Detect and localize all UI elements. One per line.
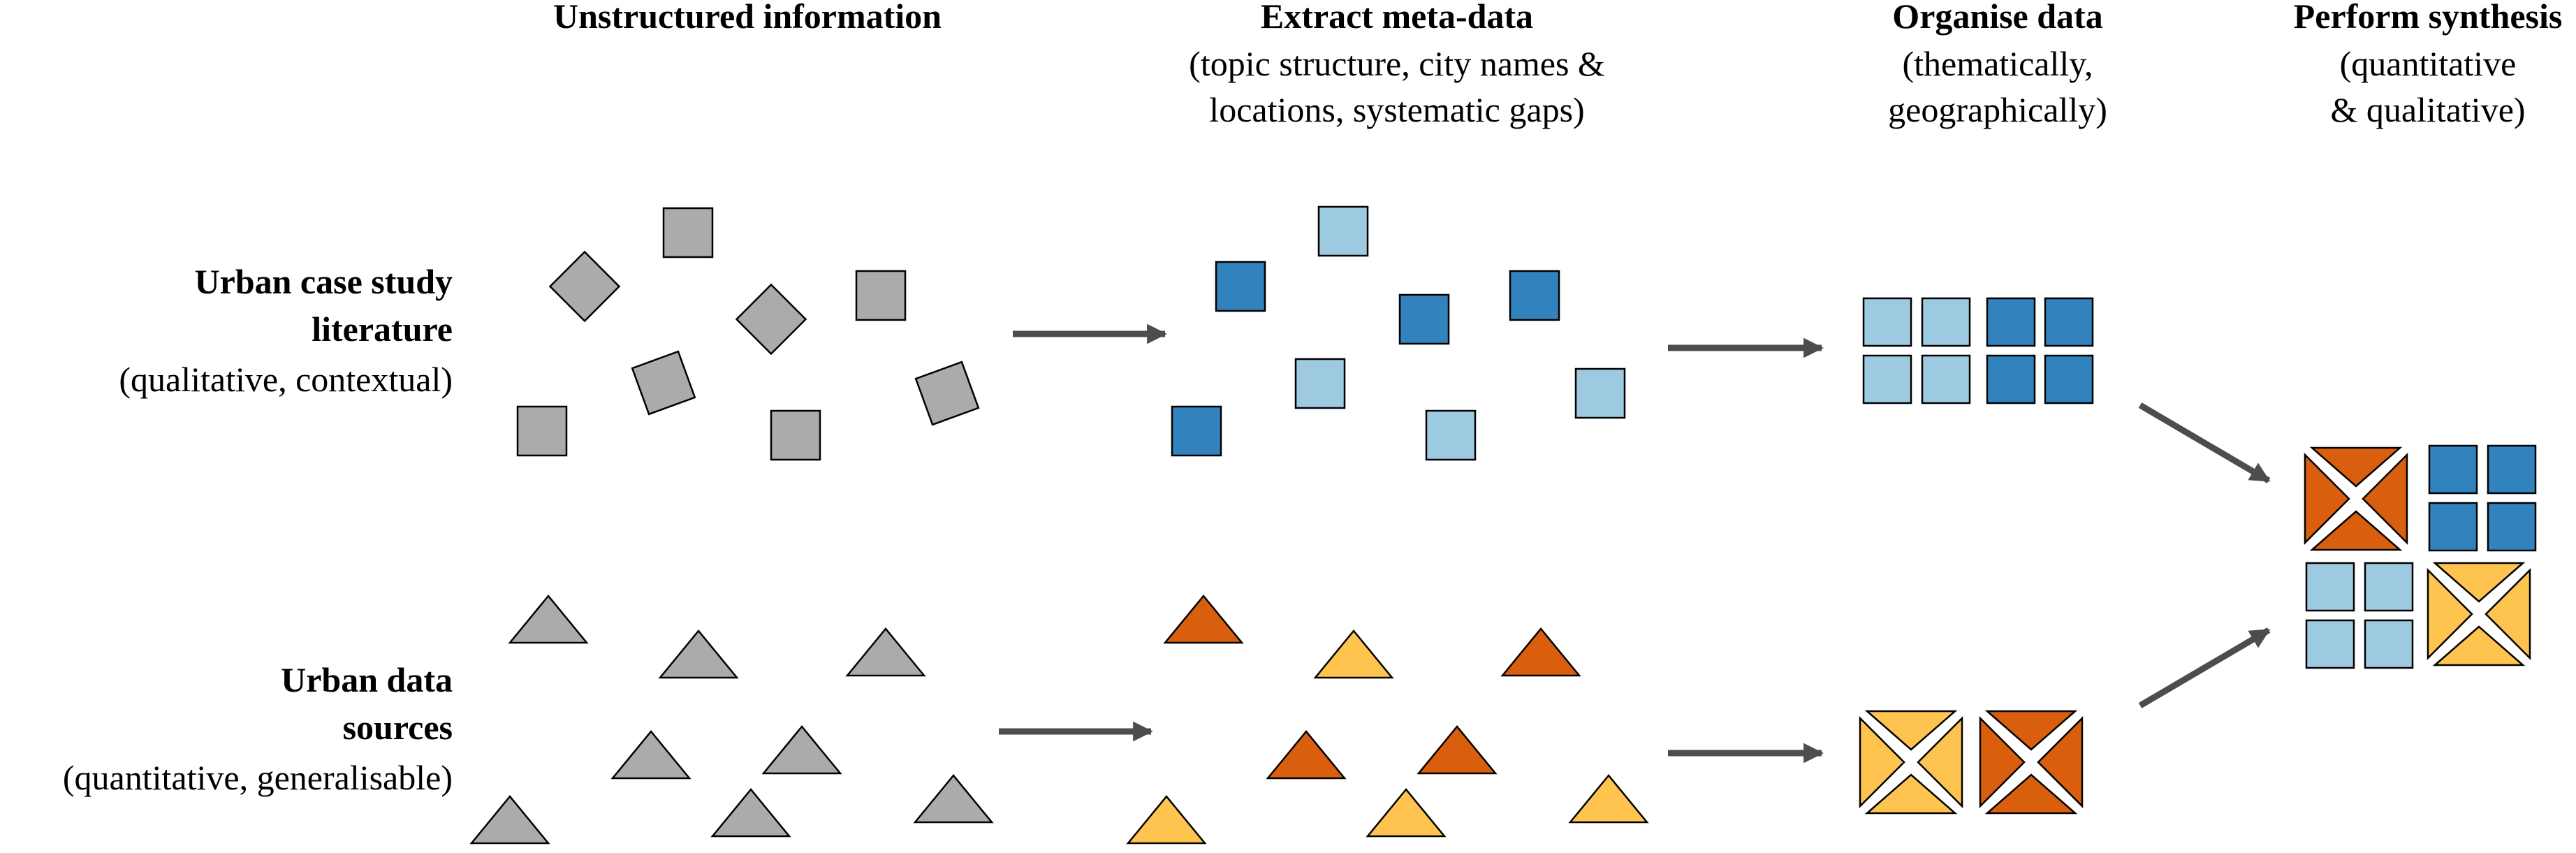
gray-triangle [761, 725, 842, 775]
column-subtitle-line: (thematically, [1902, 44, 2093, 83]
column-title: Organise data [1892, 0, 2102, 36]
dark-orange-triangle [2309, 446, 2403, 488]
row-subtitle: (qualitative, contextual) [119, 360, 453, 399]
column-subtitle-line: & qualitative) [2330, 90, 2525, 129]
dark-blue-square [1171, 405, 1222, 457]
dark-orange-triangle [1266, 730, 1347, 780]
light-orange-triangle [2484, 567, 2531, 661]
column-subtitle-line: (topic structure, city names & [1189, 44, 1605, 83]
row-title-line: sources [343, 708, 453, 747]
column-subtitle-line: geographically) [1888, 90, 2107, 129]
light-blue-square [1921, 297, 1971, 347]
column-title: Unstructured information [553, 0, 942, 36]
dark-orange-triangle [1163, 595, 1244, 644]
column-header-synthesis: Perform synthesis (quantitative & qualit… [2294, 0, 2563, 129]
row-title-line: Urban case study [195, 262, 453, 301]
dark-orange-triangle [2309, 510, 2403, 551]
dark-orange-triangle [1984, 710, 2078, 751]
dark-blue-square [2044, 297, 2094, 347]
light-orange-triangle [2427, 567, 2473, 661]
arrow-up-right-icon [2138, 627, 2271, 708]
gray-square [516, 405, 568, 457]
dark-blue-square [2428, 444, 2478, 495]
column-subtitle-line: (quantitative [2340, 44, 2517, 83]
gray-square [662, 207, 714, 258]
flow-arrows [999, 323, 2271, 764]
light-orange-triangle [1917, 715, 1963, 809]
column-title: Perform synthesis [2294, 0, 2563, 36]
gray-square [914, 360, 980, 426]
gray-triangle [658, 629, 739, 679]
light-blue-square [1862, 297, 1912, 347]
light-orange-triangle [1568, 774, 1649, 824]
dark-orange-triangle [2037, 715, 2084, 809]
dark-blue-square [1986, 297, 2036, 347]
dark-blue-square [1398, 293, 1450, 345]
light-orange-triangle [1366, 788, 1447, 838]
light-blue-square [1317, 205, 1369, 257]
light-blue-square [2305, 562, 2355, 612]
row-label-literature: Urban case study literature (qualitative… [119, 262, 453, 399]
light-orange-triangle [1864, 710, 1958, 751]
gray-square [770, 409, 821, 461]
row-title-line: Urban data [281, 660, 453, 699]
organised-square-grid [1862, 297, 2094, 404]
dark-blue-square [2044, 354, 2094, 404]
dark-orange-triangle [2362, 452, 2408, 546]
row-subtitle: (quantitative, generalisable) [63, 758, 453, 797]
unstructured-triangles [469, 595, 994, 845]
light-orange-triangle [1864, 773, 1958, 815]
dark-orange-triangle [1417, 725, 1498, 775]
dark-orange-triangle [1979, 715, 2026, 809]
organised-triangle-block-light [1859, 710, 1963, 815]
light-orange-triangle [2432, 625, 2526, 666]
column-header-unstructured: Unstructured information [553, 0, 942, 36]
dark-blue-square [1509, 270, 1560, 321]
light-blue-square [1862, 354, 1912, 404]
light-blue-square [2364, 562, 2414, 612]
gray-square [735, 283, 807, 356]
gray-square [631, 350, 696, 416]
light-blue-square [1294, 358, 1346, 409]
light-blue-square [2305, 619, 2355, 669]
light-orange-triangle [1126, 795, 1207, 845]
extracted-triangles [1126, 595, 1649, 845]
dark-blue-square [2487, 444, 2537, 495]
dark-blue-square [2428, 502, 2478, 552]
extracted-squares [1171, 205, 1626, 461]
gray-triangle [610, 730, 691, 780]
gray-triangle [508, 595, 589, 644]
light-orange-triangle [2432, 562, 2526, 603]
unstructured-squares [516, 207, 980, 461]
light-orange-triangle [1313, 629, 1394, 679]
organised-triangle-block-dark [1979, 710, 2084, 815]
column-header-extract: Extract meta-data (topic structure, city… [1189, 0, 1605, 129]
arrow-down-right-icon [2138, 402, 2271, 483]
dark-orange-triangle [1984, 773, 2078, 815]
dark-blue-square [2487, 502, 2537, 552]
gray-square [855, 270, 907, 321]
light-blue-square [1425, 409, 1477, 461]
gray-triangle [913, 774, 994, 824]
dark-blue-square [1215, 261, 1266, 312]
gray-triangle [469, 795, 550, 845]
light-blue-square [2364, 619, 2414, 669]
dark-orange-triangle [2304, 452, 2350, 546]
column-title: Extract meta-data [1261, 0, 1533, 36]
gray-square [548, 250, 621, 323]
gray-triangle [845, 627, 926, 677]
synthesis-block [2304, 444, 2537, 669]
dark-orange-triangle [1500, 627, 1581, 677]
column-subtitle-line: locations, systematic gaps) [1209, 90, 1584, 129]
row-label-data-sources: Urban data sources (quantitative, genera… [63, 660, 453, 797]
row-title-line: literature [312, 309, 453, 349]
light-blue-square [1921, 354, 1971, 404]
light-blue-square [1574, 367, 1626, 419]
column-header-organise: Organise data (thematically, geographica… [1888, 0, 2107, 129]
dark-blue-square [1986, 354, 2036, 404]
light-orange-triangle [1859, 715, 1905, 809]
gray-triangle [710, 788, 791, 838]
